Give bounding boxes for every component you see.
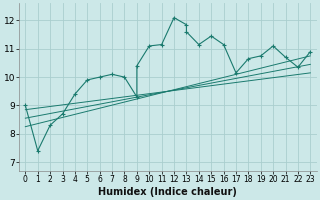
X-axis label: Humidex (Indice chaleur): Humidex (Indice chaleur) [98, 187, 237, 197]
